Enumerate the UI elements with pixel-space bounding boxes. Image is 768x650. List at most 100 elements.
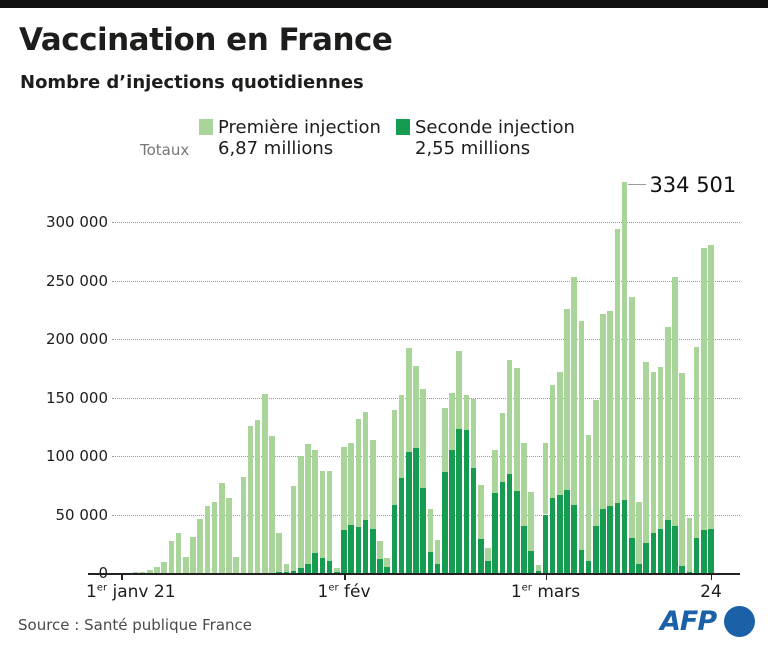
- x-axis-line: [88, 573, 740, 575]
- bar-seconde-injection: [398, 478, 405, 573]
- bar-seconde-injection: [420, 487, 426, 573]
- bar-seconde-injection: [607, 506, 614, 573]
- legend-total-premiere: 6,87 millions: [218, 138, 334, 159]
- bar-seconde-injection: [485, 561, 491, 573]
- bar-premiere-injection: [621, 181, 628, 501]
- gridline: [112, 339, 740, 340]
- afp-logo-circle-icon: [724, 606, 755, 637]
- bar-premiere-injection: [233, 556, 239, 573]
- bar-premiere-injection: [449, 392, 455, 451]
- x-axis-tick: [344, 575, 346, 580]
- bar-premiere-injection: [175, 533, 182, 573]
- bar-premiere-injection: [506, 360, 513, 474]
- bar-premiere-injection: [564, 308, 570, 490]
- bar-premiere-injection: [341, 446, 347, 530]
- bar-premiere-injection: [578, 321, 585, 550]
- bar-seconde-injection: [355, 527, 362, 573]
- bar-premiere-injection: [139, 571, 146, 573]
- source-credit: Source : Santé publique France: [18, 616, 252, 634]
- bar-seconde-injection: [542, 514, 549, 573]
- bar-premiere-injection: [535, 564, 542, 571]
- bar-premiere-injection: [521, 443, 527, 527]
- bar-seconde-injection: [348, 525, 355, 573]
- bar-seconde-injection: [549, 498, 556, 573]
- bar-premiere-injection: [593, 399, 599, 527]
- bar-premiere-injection: [492, 450, 498, 494]
- bar-premiere-injection: [240, 477, 247, 573]
- x-axis-tick-label: 1er janv 21: [86, 582, 176, 602]
- bar-seconde-injection: [506, 473, 513, 573]
- y-axis-tick-label: 200 000: [45, 330, 108, 348]
- bar-seconde-injection: [564, 489, 570, 573]
- bar-premiere-injection: [226, 498, 232, 573]
- x-axis-tick-label: 24: [700, 582, 722, 602]
- bar-premiere-injection: [650, 371, 657, 534]
- bar-premiere-injection: [348, 443, 355, 526]
- gridline: [112, 280, 740, 282]
- annotation-peak-value: 334 501: [649, 172, 737, 197]
- bar-premiere-injection: [686, 518, 693, 572]
- legend-label-premiere: Première injection: [218, 117, 381, 138]
- bar-seconde-injection: [362, 520, 369, 573]
- top-accent-bar: [0, 0, 768, 8]
- legend-item-premiere: Première injection 6,87 millions: [218, 117, 381, 159]
- bar-seconde-injection: [672, 526, 678, 573]
- bar-premiere-injection: [463, 395, 470, 431]
- bar-seconde-injection: [499, 481, 506, 573]
- bar-premiere-injection: [254, 419, 261, 573]
- bar-seconde-injection: [470, 467, 477, 573]
- bar-seconde-injection: [305, 563, 311, 573]
- bar-premiere-injection: [665, 327, 671, 521]
- bar-premiere-injection: [197, 519, 203, 573]
- bar-seconde-injection: [477, 539, 484, 573]
- bar-seconde-injection: [643, 542, 650, 573]
- bar-premiere-injection: [377, 541, 383, 559]
- legend-totals-label: Totaux: [140, 141, 190, 159]
- gridline: [112, 397, 740, 399]
- gridline: [112, 222, 740, 223]
- bar-premiere-injection: [693, 347, 700, 538]
- bar-premiere-injection: [528, 492, 534, 551]
- bar-premiere-injection: [485, 548, 491, 562]
- bar-premiere-injection: [600, 314, 606, 509]
- bar-seconde-injection: [413, 447, 419, 573]
- bar-premiere-injection: [355, 418, 362, 528]
- bar-premiere-injection: [168, 541, 175, 573]
- bar-premiere-injection: [204, 506, 211, 573]
- bar-seconde-injection: [334, 571, 340, 573]
- bar-premiere-injection: [269, 436, 275, 573]
- afp-logo: AFP: [660, 604, 756, 640]
- bar-premiere-injection: [420, 389, 426, 488]
- afp-logo-text: AFP: [660, 606, 717, 637]
- bar-premiere-injection: [319, 471, 326, 558]
- bar-seconde-injection: [406, 452, 412, 573]
- bar-premiere-injection: [146, 570, 153, 573]
- x-axis-tick: [710, 575, 713, 580]
- bar-premiere-injection: [441, 408, 448, 473]
- bar-premiere-injection: [305, 444, 311, 564]
- legend-swatch-premiere: [199, 119, 213, 135]
- bar-premiere-injection: [643, 362, 650, 543]
- bar-premiere-injection: [334, 568, 340, 572]
- y-axis-tick-label: 250 000: [45, 271, 108, 290]
- bar-premiere-injection: [636, 501, 642, 564]
- bar-seconde-injection: [456, 429, 462, 573]
- bar-seconde-injection: [614, 502, 621, 573]
- bar-seconde-injection: [700, 529, 707, 573]
- bar-seconde-injection: [571, 505, 578, 573]
- bar-premiere-injection: [247, 425, 254, 573]
- bar-premiere-injection: [513, 368, 520, 492]
- bar-premiere-injection: [370, 439, 376, 529]
- bar-premiere-injection: [182, 556, 189, 573]
- bar-premiere-injection: [391, 410, 398, 506]
- bar-seconde-injection: [708, 528, 714, 573]
- bar-seconde-injection: [650, 533, 657, 573]
- bar-premiere-injection: [434, 540, 441, 564]
- legend-swatch-seconde: [396, 119, 410, 135]
- y-axis-tick-label: 50 000: [55, 505, 109, 524]
- bar-seconde-injection: [441, 472, 448, 573]
- bar-seconde-injection: [434, 563, 441, 573]
- bar-seconde-injection: [283, 572, 290, 573]
- bar-seconde-injection: [693, 537, 700, 573]
